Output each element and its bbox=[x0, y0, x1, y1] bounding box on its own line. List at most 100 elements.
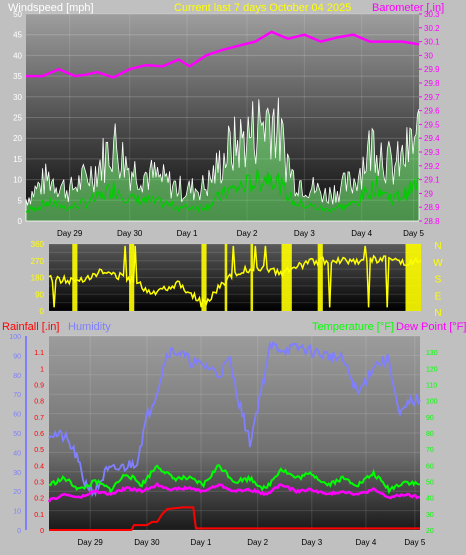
temp-tick-label: 120 bbox=[426, 366, 438, 373]
temp-tick-label: 110 bbox=[426, 383, 437, 390]
temp-day-label: Day 1 bbox=[191, 538, 212, 547]
direction-tick-label: 180 bbox=[31, 274, 45, 283]
rain-tick-label: 0.3 bbox=[34, 480, 44, 487]
barometer-tick-label: 29.3 bbox=[424, 148, 440, 157]
humidity-tick-label: 100 bbox=[9, 334, 21, 341]
rain-tick-label: 0.8 bbox=[34, 399, 44, 406]
wind-average-line bbox=[25, 168, 420, 214]
temp-tick-label: 70 bbox=[426, 447, 434, 454]
direction-tick-label: 0 bbox=[40, 307, 45, 316]
temperature-line bbox=[48, 464, 421, 495]
panel-direction-plot bbox=[49, 244, 421, 311]
temp-day-label: Day 30 bbox=[134, 538, 160, 547]
direction-compass-label: S bbox=[435, 275, 442, 286]
wind-direction-dense-block bbox=[281, 244, 292, 311]
rainfall-line bbox=[49, 506, 420, 531]
barometer-tick-label: 28.8 bbox=[424, 217, 440, 226]
humidity-line bbox=[48, 340, 421, 498]
rain-tick-label: 0.7 bbox=[34, 415, 44, 422]
humidity-tick-label: 20 bbox=[13, 489, 21, 496]
barometer-tick-label: 29.6 bbox=[424, 107, 440, 116]
humidity-axis-title: Humidity bbox=[68, 321, 111, 333]
barometer-tick-label: 30.2 bbox=[424, 24, 440, 33]
barometer-tick-label: 29.4 bbox=[424, 134, 440, 143]
humidity-tick-label: 10 bbox=[13, 509, 21, 516]
wind-direction-dense-block bbox=[201, 244, 207, 311]
humidity-tick-label: 40 bbox=[13, 450, 21, 457]
wind-day-label: Day 29 bbox=[57, 229, 83, 238]
barometer-tick-label: 29.8 bbox=[424, 79, 440, 88]
humidity-tick-label: 90 bbox=[13, 353, 21, 360]
temp-tick-label: 90 bbox=[426, 415, 434, 422]
wind-direction-trace bbox=[48, 245, 422, 308]
rain-tick-label: 0.1 bbox=[34, 512, 44, 519]
wind-tick-label: 10 bbox=[13, 176, 22, 185]
rain-axis-title: Rainfall [.in] bbox=[2, 321, 59, 333]
dewpoint-axis-title: Dew Point [°F] bbox=[396, 321, 466, 333]
barometer-tick-label: 30 bbox=[424, 51, 433, 60]
wind-day-label: Day 3 bbox=[294, 229, 315, 238]
temp-tick-label: 40 bbox=[426, 496, 434, 503]
wind-direction-dense-block bbox=[317, 244, 323, 311]
rain-tick-label: 0.5 bbox=[34, 447, 44, 454]
temp-tick-label: 60 bbox=[426, 463, 434, 470]
humidity-tick-label: 60 bbox=[13, 412, 21, 419]
wind-day-label: Day 1 bbox=[177, 229, 198, 238]
direction-compass-label: E bbox=[435, 291, 442, 302]
wind-tick-label: 20 bbox=[13, 134, 22, 143]
rain-tick-label: 0.6 bbox=[34, 431, 44, 438]
barometer-line bbox=[26, 30, 420, 79]
temperature-axis-title: Temperature [°F] bbox=[312, 321, 394, 333]
barometer-tick-label: 29.2 bbox=[424, 162, 440, 171]
humidity-tick-label: 0 bbox=[17, 528, 21, 535]
temp-tick-label: 50 bbox=[426, 480, 434, 487]
temp-tick-label: 80 bbox=[426, 431, 434, 438]
wind-day-label: Day 4 bbox=[351, 229, 372, 238]
humidity-tick-label: 80 bbox=[13, 373, 21, 380]
wind-tick-label: 0 bbox=[18, 217, 23, 226]
direction-compass-label: W bbox=[433, 258, 443, 269]
wind-day-label: Day 30 bbox=[117, 229, 143, 238]
direction-tick-label: 360 bbox=[31, 240, 45, 249]
wind-tick-label: 15 bbox=[13, 155, 22, 164]
wind-axis-title: Windspeed [mph] bbox=[8, 2, 94, 14]
barometer-tick-label: 28.9 bbox=[424, 203, 440, 212]
direction-tick-label: 90 bbox=[35, 290, 44, 299]
wind-day-label: Day 5 bbox=[403, 229, 424, 238]
humidity-tick-label: 50 bbox=[13, 431, 21, 438]
chart-main-title: Current last 7 days October 04 2025 bbox=[174, 2, 351, 14]
barometer-tick-label: 29.1 bbox=[424, 176, 440, 185]
wind-direction-dense-block bbox=[224, 244, 228, 311]
panel-temp-plot bbox=[49, 336, 420, 530]
barometer-tick-label: 30.1 bbox=[424, 38, 440, 47]
barometer-tick-label: 29.5 bbox=[424, 120, 440, 129]
temp-tick-label: 100 bbox=[426, 399, 438, 406]
wind-direction-dense-block bbox=[129, 244, 135, 311]
wind-tick-label: 25 bbox=[13, 114, 22, 123]
dewpoint-line bbox=[47, 481, 421, 503]
barometer-tick-label: 29.9 bbox=[424, 65, 440, 74]
barometer-tick-label: 29 bbox=[424, 189, 433, 198]
barometer-axis-title: Barometer [.in] bbox=[372, 2, 444, 14]
barometer-tick-label: 29.7 bbox=[424, 93, 440, 102]
wind-tick-label: 35 bbox=[13, 72, 22, 81]
direction-compass-label: N bbox=[434, 241, 441, 252]
temp-tick-label: 130 bbox=[426, 350, 438, 357]
humidity-tick-label: 30 bbox=[13, 470, 21, 477]
temp-tick-label: 20 bbox=[426, 528, 434, 535]
wind-tick-label: 50 bbox=[13, 10, 22, 19]
wind-direction-dense-block bbox=[72, 244, 78, 311]
temp-day-label: Day 29 bbox=[78, 538, 104, 547]
wind-tick-label: 45 bbox=[13, 31, 22, 40]
rain-tick-label: 1.1 bbox=[34, 350, 44, 357]
temp-tick-label: 30 bbox=[426, 512, 434, 519]
rain-tick-label: 0.9 bbox=[34, 383, 44, 390]
temp-day-label: Day 4 bbox=[355, 538, 376, 547]
rain-tick-label: 0.2 bbox=[34, 496, 44, 503]
wind-gust-area bbox=[25, 97, 420, 222]
wind-tick-label: 40 bbox=[13, 51, 22, 60]
wind-day-label: Day 2 bbox=[237, 229, 258, 238]
humidity-tick-label: 70 bbox=[13, 392, 21, 399]
wind-tick-label: 5 bbox=[18, 196, 23, 205]
